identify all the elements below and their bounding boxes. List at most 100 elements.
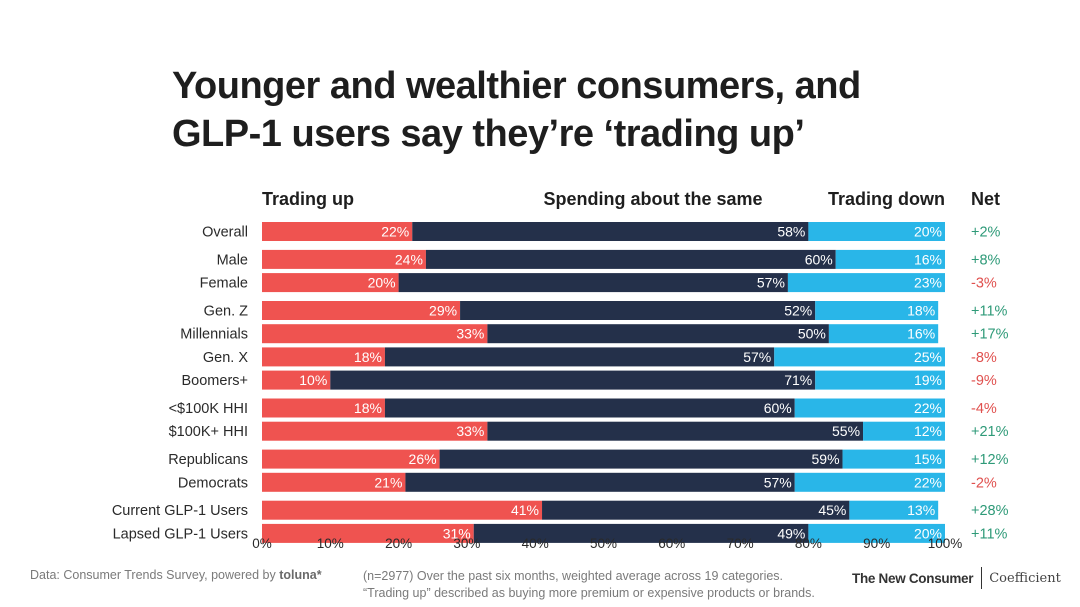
net-value: +11% bbox=[971, 526, 1008, 542]
bar-segment-trading-down bbox=[828, 324, 939, 344]
publisher-credit: The New Consumer Coefficient bbox=[852, 567, 1061, 589]
data-label-same: 71% bbox=[784, 372, 812, 388]
chart-title-line-2: GLP-1 users say they’re ‘trading up’ bbox=[172, 113, 805, 155]
x-tick-label: 70% bbox=[727, 536, 754, 551]
data-label-trading-up: 33% bbox=[456, 326, 484, 342]
category-label: Democrats bbox=[178, 475, 248, 491]
category-label: Millennials bbox=[180, 327, 248, 343]
data-label-trading-up: 26% bbox=[409, 451, 437, 467]
category-label: Overall bbox=[202, 225, 248, 241]
header-trading-up: Trading up bbox=[262, 189, 354, 209]
data-label-same: 49% bbox=[777, 525, 805, 541]
bar-segment-trading-up bbox=[262, 347, 385, 367]
bar-segment-trading-up bbox=[262, 449, 440, 469]
bar-segment-trading-down bbox=[815, 370, 945, 390]
chart-title: Younger and wealthier consumers, and GLP… bbox=[172, 62, 1032, 158]
x-tick-label: 100% bbox=[928, 536, 963, 551]
net-value: +21% bbox=[971, 424, 1009, 440]
credit-divider bbox=[981, 567, 983, 589]
bar-segment-same bbox=[405, 472, 795, 492]
x-tick-label: 50% bbox=[590, 536, 617, 551]
bar-segment-trading-down bbox=[808, 523, 945, 543]
data-label-trading-up: 29% bbox=[429, 303, 457, 319]
data-label-trading-down: 20% bbox=[914, 525, 942, 541]
bar-segment-same bbox=[412, 222, 809, 241]
bar-segment-trading-up bbox=[262, 324, 488, 344]
bar-segment-same bbox=[330, 370, 816, 390]
net-value: -3% bbox=[971, 276, 997, 292]
data-label-same: 50% bbox=[798, 326, 826, 342]
bar-segment-trading-down bbox=[808, 222, 945, 241]
net-value: +17% bbox=[971, 327, 1009, 343]
bar-segment-trading-up bbox=[262, 421, 488, 441]
publisher-logo-text: The New Consumer bbox=[852, 570, 974, 586]
bar-segment-same bbox=[384, 398, 795, 418]
net-value: -2% bbox=[971, 475, 997, 491]
category-label: $100K+ HHI bbox=[169, 424, 248, 440]
partner-logo-text: Coefficient bbox=[989, 570, 1061, 586]
source-prefix: Data: Consumer Trends Survey, powered by bbox=[30, 568, 280, 582]
net-value: -4% bbox=[971, 401, 997, 417]
category-label: Gen. X bbox=[203, 350, 248, 366]
category-label: Gen. Z bbox=[204, 304, 248, 320]
data-label-trading-down: 25% bbox=[914, 349, 942, 365]
note-line-2: “Trading up” described as buying more pr… bbox=[363, 586, 815, 600]
data-label-same: 60% bbox=[805, 251, 833, 267]
data-label-trading-down: 22% bbox=[914, 400, 942, 416]
bar-segment-same bbox=[542, 500, 850, 520]
data-label-same: 55% bbox=[832, 423, 860, 439]
bar-segment-trading-down bbox=[794, 472, 945, 492]
bar-segment-trading-down bbox=[835, 249, 945, 269]
x-tick-label: 90% bbox=[863, 536, 890, 551]
bar-segment-same bbox=[487, 324, 829, 344]
x-tick-label: 0% bbox=[252, 536, 272, 551]
bar-segment-trading-up bbox=[262, 370, 331, 390]
data-label-trading-up: 41% bbox=[511, 502, 539, 518]
header-trading-down: Trading down bbox=[828, 189, 945, 209]
data-label-trading-down: 20% bbox=[914, 224, 942, 240]
data-label-trading-down: 18% bbox=[907, 303, 935, 319]
data-label-same: 60% bbox=[764, 400, 792, 416]
data-label-same: 57% bbox=[757, 275, 785, 291]
bar-segment-trading-down bbox=[774, 347, 945, 367]
x-tick-label: 20% bbox=[385, 536, 412, 551]
data-label-trading-down: 23% bbox=[914, 275, 942, 291]
bar-segment-same bbox=[384, 347, 775, 367]
data-label-trading-up: 20% bbox=[368, 275, 396, 291]
bar-segment-same bbox=[425, 249, 836, 269]
bar-segment-trading-down bbox=[842, 449, 945, 469]
bar-segment-trading-up bbox=[262, 273, 399, 293]
x-tick-label: 40% bbox=[522, 536, 549, 551]
bar-segment-trading-up bbox=[262, 301, 461, 320]
chart-title-line-1: Younger and wealthier consumers, and bbox=[172, 65, 861, 107]
data-label-trading-down: 13% bbox=[907, 502, 935, 518]
net-value: +28% bbox=[971, 503, 1009, 519]
data-label-trading-up: 22% bbox=[381, 224, 409, 240]
x-tick-label: 60% bbox=[658, 536, 685, 551]
net-value: -8% bbox=[971, 350, 997, 366]
data-label-same: 57% bbox=[743, 349, 771, 365]
bar-segment-trading-down bbox=[863, 421, 945, 441]
data-label-same: 58% bbox=[777, 224, 805, 240]
bar-segment-trading-down bbox=[815, 301, 939, 320]
data-label-trading-down: 15% bbox=[914, 451, 942, 467]
net-value: +2% bbox=[971, 225, 1001, 241]
x-tick-label: 30% bbox=[453, 536, 480, 551]
bar-segment-same bbox=[487, 421, 864, 441]
data-label-trading-down: 22% bbox=[914, 474, 942, 490]
data-label-same: 45% bbox=[818, 502, 846, 518]
data-label-trading-down: 16% bbox=[907, 326, 935, 342]
bar-segment-trading-up bbox=[262, 500, 543, 520]
category-label: Republicans bbox=[168, 452, 248, 468]
note-line-1: (n=2977) Over the past six months, weigh… bbox=[363, 569, 784, 583]
source-brand: toluna* bbox=[279, 568, 322, 582]
bar-segment-same bbox=[439, 449, 843, 469]
header-net: Net bbox=[971, 189, 1000, 209]
x-tick-label: 80% bbox=[795, 536, 822, 551]
category-label: Male bbox=[217, 252, 248, 268]
category-label: Female bbox=[200, 276, 248, 292]
bar-segment-trading-up bbox=[262, 398, 385, 418]
category-label: <$100K HHI bbox=[169, 401, 248, 417]
data-label-trading-up: 21% bbox=[374, 474, 402, 490]
stacked-bar-chart: Trading up Spending about the same Trading… bbox=[112, 189, 1009, 551]
